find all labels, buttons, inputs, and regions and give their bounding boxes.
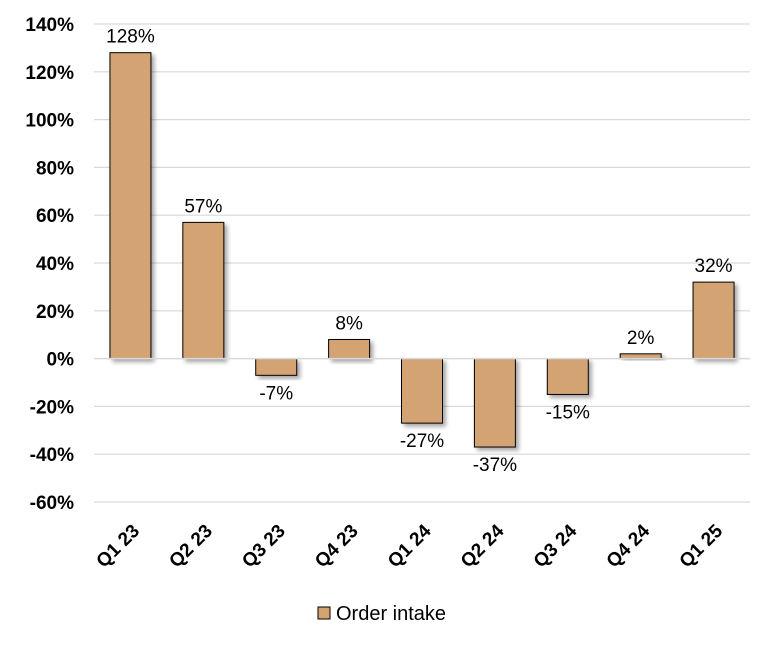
x-tick-label: Q4 24 bbox=[603, 520, 655, 572]
y-tick-label: 20% bbox=[36, 302, 74, 323]
bar-q2-24 bbox=[473, 358, 516, 448]
bar-q4-23 bbox=[328, 338, 371, 360]
bar-series bbox=[109, 52, 735, 448]
y-tick-label: 0% bbox=[47, 350, 75, 371]
y-tick-label: -40% bbox=[30, 445, 74, 466]
y-tick-label: -60% bbox=[30, 493, 74, 514]
y-tick-label: 80% bbox=[36, 158, 74, 179]
data-label: 128% bbox=[106, 27, 155, 48]
data-label: 2% bbox=[627, 328, 655, 349]
x-tick-label: Q2 23 bbox=[165, 521, 216, 572]
y-tick-label: 60% bbox=[36, 206, 74, 227]
x-tick-label: Q1 25 bbox=[676, 520, 728, 572]
data-label: 57% bbox=[184, 196, 222, 217]
bar-q1-23 bbox=[109, 52, 152, 360]
y-tick-label: 40% bbox=[36, 254, 74, 275]
x-tick-label: Q1 24 bbox=[384, 520, 436, 572]
y-tick-label: -20% bbox=[30, 397, 74, 418]
x-tick-label: Q1 23 bbox=[93, 521, 144, 572]
data-label: -15% bbox=[546, 402, 590, 423]
x-tick-label: Q4 23 bbox=[311, 521, 362, 572]
legend-swatch-order-intake bbox=[317, 606, 331, 620]
data-label: 8% bbox=[335, 313, 363, 334]
bar-q1-24 bbox=[401, 358, 443, 424]
x-axis-tick-labels: Q1 23 Q2 23 Q3 23 Q4 23 Q1 24 Q2 24 Q3 24 Q4 24… bbox=[93, 520, 728, 572]
x-tick-label: Q3 24 bbox=[530, 520, 582, 572]
x-tick-label: Q3 23 bbox=[238, 521, 289, 572]
y-tick-label: 100% bbox=[25, 111, 74, 132]
bar-q3-23 bbox=[255, 358, 298, 376]
y-tick-label: 140% bbox=[25, 15, 74, 36]
bar-q3-24 bbox=[546, 358, 589, 395]
bar-q1-25 bbox=[692, 281, 735, 360]
bar-q2-23 bbox=[182, 221, 225, 360]
data-label: -7% bbox=[259, 383, 293, 404]
legend-label-order-intake: Order intake bbox=[336, 603, 446, 625]
data-label: 32% bbox=[695, 256, 733, 277]
y-axis-tick-labels: 140% 120% 100% 80% 60% 40% 20% 0% -20% -40% -60% bbox=[25, 15, 74, 514]
y-tick-label: 120% bbox=[25, 63, 74, 84]
legend: Order intake bbox=[317, 603, 446, 625]
data-label: -27% bbox=[400, 431, 444, 452]
data-labels: 128% 57% -7% 8% -27% -37% -15% 2% 32% bbox=[106, 27, 733, 476]
x-tick-label: Q2 24 bbox=[457, 520, 509, 572]
data-label: -37% bbox=[473, 455, 517, 476]
